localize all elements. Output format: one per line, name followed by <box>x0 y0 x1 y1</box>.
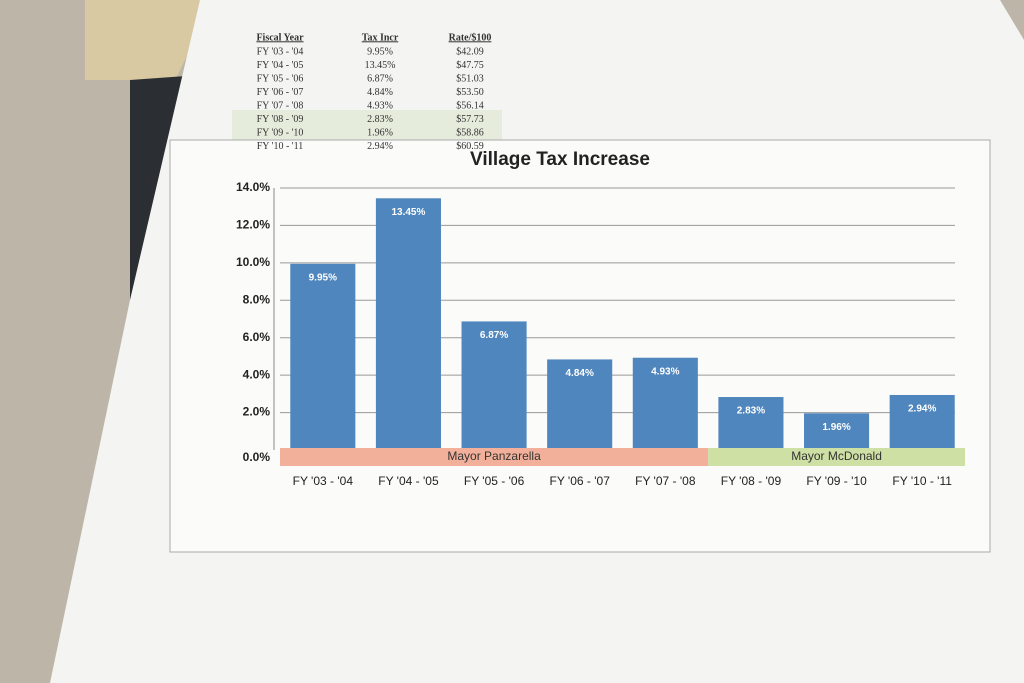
table-cell: $42.09 <box>456 46 484 57</box>
table-cell: $60.59 <box>456 141 484 152</box>
table-cell: $51.03 <box>456 73 484 84</box>
x-tick-label: FY '10 - '11 <box>892 474 952 488</box>
table-cell: 1.96% <box>367 127 393 138</box>
value-label: 4.84% <box>566 368 594 379</box>
chart-title: Village Tax Increase <box>470 149 650 170</box>
table-cell: FY '05 - '06 <box>257 73 304 84</box>
annotation-band <box>280 448 709 466</box>
table-cell: FY '10 - '11 <box>257 141 303 152</box>
bar <box>547 359 613 450</box>
bar <box>461 321 527 450</box>
table-cell: FY '08 - '09 <box>257 114 304 125</box>
table-cell: $58.86 <box>456 127 484 138</box>
table-cell: FY '06 - '07 <box>257 87 304 98</box>
value-label: 2.83% <box>737 406 765 417</box>
y-tick-label: 14.0% <box>236 180 270 194</box>
table-cell: 13.45% <box>365 60 396 71</box>
value-label: 6.87% <box>480 330 508 341</box>
table-header: Tax Incr <box>362 32 399 43</box>
y-tick-label: 8.0% <box>243 292 271 306</box>
x-tick-label: FY '06 - '07 <box>549 474 610 488</box>
bar <box>290 263 356 450</box>
table-cell: FY '04 - '05 <box>257 60 304 71</box>
x-tick-label: FY '03 - '04 <box>293 474 354 488</box>
value-label: 1.96% <box>822 422 850 433</box>
value-label: 2.94% <box>908 404 936 415</box>
table-cell: $53.50 <box>456 87 484 98</box>
annotation-band <box>708 448 965 466</box>
table-cell: $56.14 <box>456 100 484 111</box>
y-tick-label: 6.0% <box>243 330 271 344</box>
bar <box>889 394 955 450</box>
value-label: 4.93% <box>651 366 679 377</box>
y-tick-label: 2.0% <box>243 405 271 419</box>
table-header: Rate/$100 <box>449 32 492 43</box>
bar <box>718 397 784 450</box>
y-tick-label: 4.0% <box>243 367 271 381</box>
table-cell: 4.84% <box>367 87 393 98</box>
x-tick-label: FY '05 - '06 <box>464 474 525 488</box>
table-cell: $57.73 <box>456 114 484 125</box>
bar <box>375 198 441 450</box>
value-label: 9.95% <box>309 272 337 283</box>
table-cell: 4.93% <box>367 100 393 111</box>
x-tick-label: FY '04 - '05 <box>378 474 439 488</box>
bar <box>632 357 698 450</box>
x-tick-label: FY '09 - '10 <box>806 474 867 488</box>
table-cell: 9.95% <box>367 46 393 57</box>
annotation-label: Mayor Panzarella <box>447 449 541 463</box>
bar <box>804 413 870 450</box>
y-tick-label: 0.0% <box>243 450 271 464</box>
table-cell: FY '03 - '04 <box>257 46 304 57</box>
table-cell: 6.87% <box>367 73 393 84</box>
x-tick-label: FY '08 - '09 <box>721 474 782 488</box>
value-label: 13.45% <box>391 207 425 218</box>
y-tick-label: 12.0% <box>236 218 270 232</box>
table-cell: 2.83% <box>367 114 393 125</box>
y-tick-label: 10.0% <box>236 255 270 269</box>
table-cell: FY '09 - '10 <box>257 127 304 138</box>
table-cell: FY '07 - '08 <box>257 100 304 111</box>
annotation-label: Mayor McDonald <box>791 449 882 463</box>
x-tick-label: FY '07 - '08 <box>635 474 696 488</box>
folder <box>85 0 215 80</box>
table-cell: $47.75 <box>456 60 484 71</box>
table-header: Fiscal Year <box>256 32 304 43</box>
table-cell: 2.94% <box>367 141 393 152</box>
